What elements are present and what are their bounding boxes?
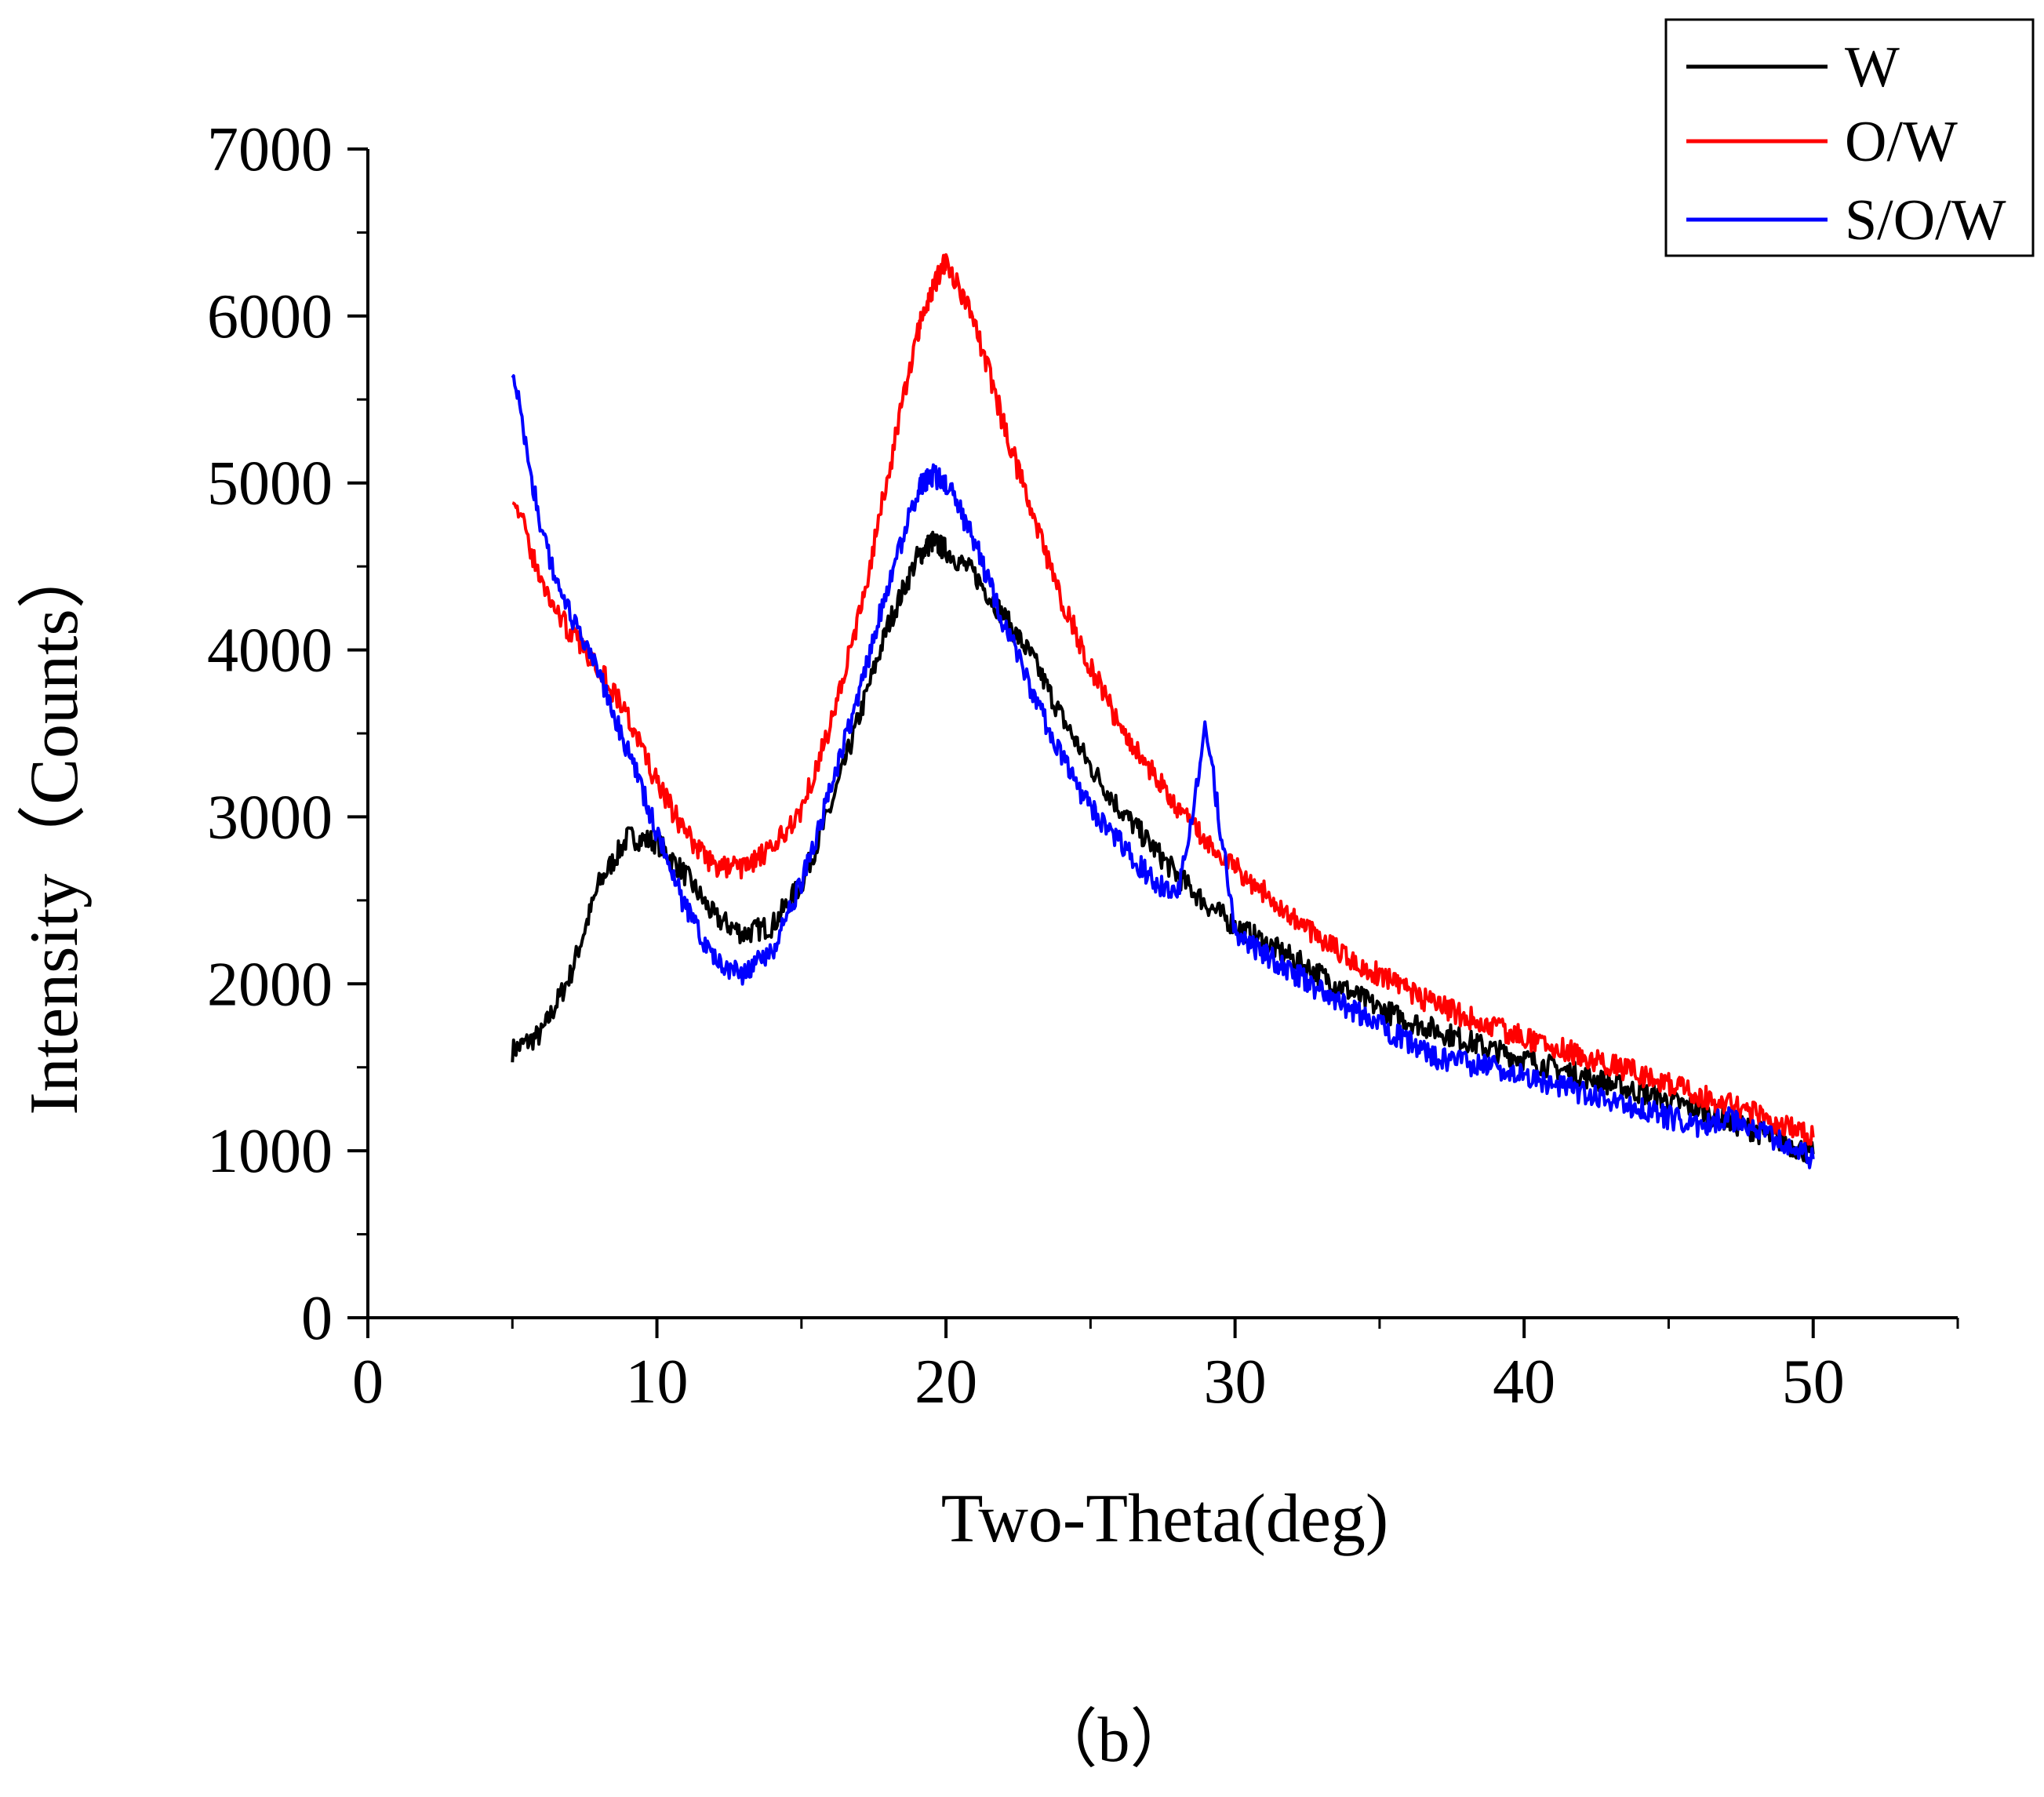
figure-caption: （b） <box>1033 1704 1194 1775</box>
y-tick-label-0: 0 <box>301 1284 333 1353</box>
series-line-o-w <box>511 253 1815 1146</box>
series-line-s-o-w <box>511 374 1815 1170</box>
legend-box <box>1664 18 2035 257</box>
y-tick-label-1000: 1000 <box>207 1117 333 1186</box>
series-line-w <box>511 530 1815 1163</box>
y-ticks: 0 1000 2000 3000 4000 5000 6000 7000 <box>207 115 368 1353</box>
x-axis-title: Two-Theta(deg) <box>941 1481 1388 1557</box>
y-tick-label-6000: 6000 <box>207 282 333 351</box>
x-tick-label-50: 50 <box>1782 1348 1845 1417</box>
legend: W O/W S/O/W <box>1664 18 2035 257</box>
y-tick-label-4000: 4000 <box>207 617 333 686</box>
y-tick-label-2000: 2000 <box>207 950 333 1019</box>
y-tick-label-3000: 3000 <box>207 783 333 852</box>
y-tick-label-7000: 7000 <box>207 115 333 184</box>
x-tick-label-40: 40 <box>1493 1348 1555 1417</box>
legend-label-w: W <box>1845 35 1900 100</box>
plot-area: 0 1000 2000 3000 4000 5000 6000 7000 0 10 20 30 40 5… <box>207 115 1959 1417</box>
x-ticks: 0 10 20 30 40 50 <box>352 1318 1959 1417</box>
legend-label-ow: O/W <box>1845 110 1958 174</box>
series-lines <box>511 253 1815 1170</box>
y-axis-title: Intensity（Counts） <box>16 540 93 1115</box>
legend-label-sow: S/O/W <box>1845 188 2006 253</box>
x-tick-label-30: 30 <box>1204 1348 1267 1417</box>
x-tick-label-20: 20 <box>915 1348 977 1417</box>
y-tick-label-5000: 5000 <box>207 449 333 518</box>
x-tick-label-0: 0 <box>352 1348 384 1417</box>
x-tick-label-10: 10 <box>626 1348 689 1417</box>
